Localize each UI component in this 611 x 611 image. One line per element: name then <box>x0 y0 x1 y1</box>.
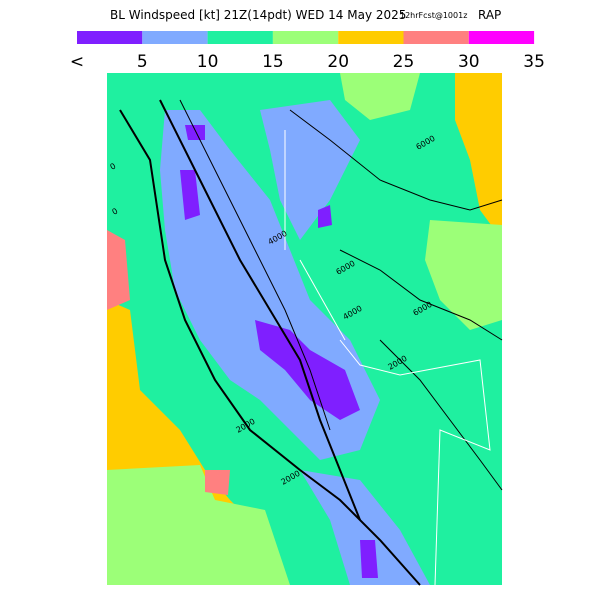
region <box>180 170 200 220</box>
region <box>340 73 420 120</box>
legend-swatch <box>468 31 535 44</box>
legend-swatch <box>142 31 208 44</box>
region <box>425 220 502 330</box>
border <box>284 130 491 586</box>
legend-swatch <box>403 31 469 44</box>
legend: <5 10 15 20 25 30 35 <box>70 31 545 72</box>
legend-swatch <box>207 31 273 44</box>
region <box>318 205 332 228</box>
legend-label: 10 <box>197 52 219 72</box>
contour <box>179 99 331 431</box>
region <box>455 73 502 240</box>
map <box>107 73 503 586</box>
title: BL Windspeed [kt] 21Z(14pdt) WED 14 May … <box>110 8 406 22</box>
legend-swatch <box>272 31 339 44</box>
contour <box>289 109 503 211</box>
legend-label: 30 <box>458 52 480 72</box>
region <box>205 470 230 495</box>
legend-label: 25 <box>393 52 415 72</box>
legend-label: 20 <box>327 52 349 72</box>
region <box>107 230 130 310</box>
region <box>255 320 360 420</box>
contour-label: 0 <box>111 206 120 216</box>
model: RAP <box>478 8 501 22</box>
legend-label: < <box>70 52 84 72</box>
region <box>300 470 430 585</box>
contour <box>159 99 361 521</box>
legend-label: 15 <box>262 52 284 72</box>
region <box>107 465 290 585</box>
legend-label: 5 <box>137 52 148 72</box>
legend-swatch <box>338 31 404 44</box>
contour-label: 0 <box>109 161 118 171</box>
forecast: 12hrFcst@1001z <box>400 11 467 20</box>
region <box>360 540 378 578</box>
contour <box>339 249 503 341</box>
contour <box>379 339 503 491</box>
legend-label: 35 <box>523 52 545 72</box>
legend-swatch <box>77 31 143 44</box>
region <box>185 125 205 140</box>
